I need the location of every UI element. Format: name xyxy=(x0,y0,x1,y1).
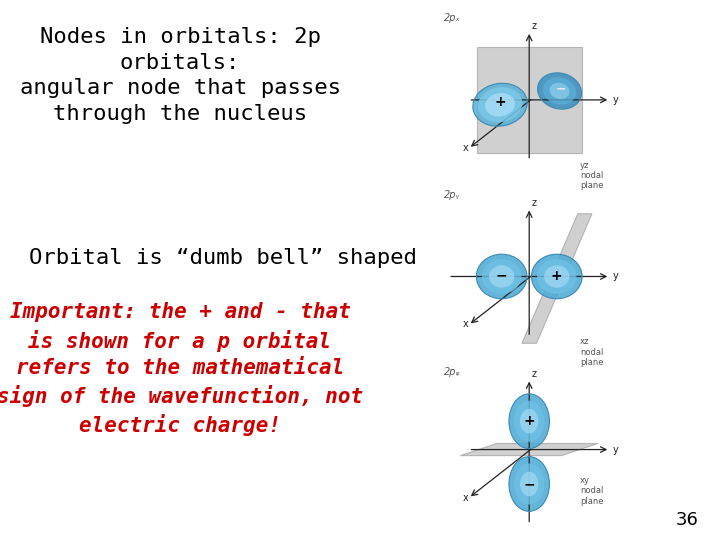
Text: z: z xyxy=(532,21,537,31)
Text: x: x xyxy=(462,494,468,503)
Text: +: + xyxy=(523,414,535,428)
Text: yz
nodal
plane: yz nodal plane xyxy=(580,160,603,191)
Ellipse shape xyxy=(485,93,515,117)
Text: 36: 36 xyxy=(675,511,698,529)
Ellipse shape xyxy=(489,265,514,288)
Ellipse shape xyxy=(514,401,544,442)
Text: Important: the + and - that
is shown for a p orbital
refers to the mathematical
: Important: the + and - that is shown for… xyxy=(0,302,363,436)
Ellipse shape xyxy=(477,254,527,299)
Ellipse shape xyxy=(538,73,582,109)
Ellipse shape xyxy=(543,77,576,105)
Text: xy
nodal
plane: xy nodal plane xyxy=(580,476,603,505)
Ellipse shape xyxy=(520,471,539,496)
Ellipse shape xyxy=(531,254,582,299)
Text: −: − xyxy=(556,82,566,95)
Text: −: − xyxy=(523,477,535,491)
Ellipse shape xyxy=(473,83,527,126)
Text: 2pₓ: 2pₓ xyxy=(444,13,461,23)
Text: xz
nodal
plane: xz nodal plane xyxy=(580,337,603,367)
Text: −: − xyxy=(496,269,508,282)
Ellipse shape xyxy=(520,409,539,434)
Text: y: y xyxy=(612,444,618,455)
Text: +: + xyxy=(551,269,562,282)
Text: 2pᵩ: 2pᵩ xyxy=(444,367,461,376)
Text: Orbital is “dumb bell” shaped: Orbital is “dumb bell” shaped xyxy=(29,248,417,268)
Ellipse shape xyxy=(544,265,570,288)
Text: z: z xyxy=(532,369,537,379)
Text: z: z xyxy=(532,198,537,207)
Bar xyxy=(477,47,582,152)
Ellipse shape xyxy=(514,463,544,504)
Ellipse shape xyxy=(537,259,577,294)
Text: x: x xyxy=(462,143,468,152)
Ellipse shape xyxy=(482,259,521,294)
Ellipse shape xyxy=(478,87,522,123)
Ellipse shape xyxy=(549,83,570,99)
Text: y: y xyxy=(612,272,618,281)
Polygon shape xyxy=(460,443,598,456)
Text: y: y xyxy=(612,95,618,105)
Polygon shape xyxy=(522,214,592,343)
Ellipse shape xyxy=(509,457,549,511)
Ellipse shape xyxy=(509,394,549,449)
Text: Nodes in orbitals: 2p
orbitals:
angular node that passes
through the nucleus: Nodes in orbitals: 2p orbitals: angular … xyxy=(19,27,341,124)
Text: x: x xyxy=(462,319,468,329)
Text: 2pᵧ: 2pᵧ xyxy=(444,190,460,199)
Text: +: + xyxy=(494,95,506,109)
